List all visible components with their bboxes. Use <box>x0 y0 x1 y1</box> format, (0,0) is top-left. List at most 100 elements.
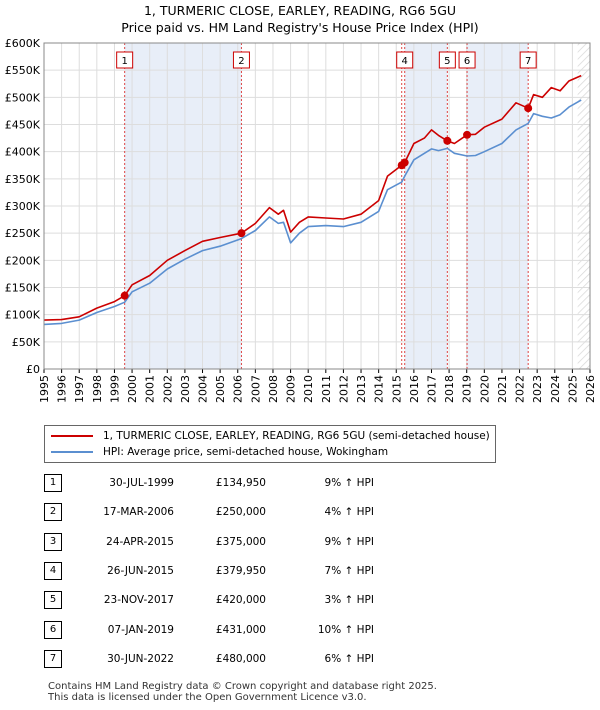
sale-hpi-change: 10% ↑ HPI <box>317 623 374 636</box>
sale-hpi-change: 4% ↑ HPI <box>324 506 374 519</box>
legend-property: 1, TURMERIC CLOSE, EARLEY, READING, RG6 … <box>51 428 490 444</box>
x-tick-label: 1998 <box>91 375 104 403</box>
x-tick-label: 2024 <box>549 375 562 403</box>
sale-point-1 <box>120 291 129 300</box>
y-tick-label: £50K <box>12 336 41 349</box>
sale-price: £420,000 <box>215 594 266 607</box>
sale-price: £375,000 <box>215 535 266 548</box>
x-tick-label: 2010 <box>302 375 315 403</box>
marker-box-2 <box>232 51 250 69</box>
x-tick-label: 2020 <box>478 375 491 403</box>
legend-property-swatch <box>51 435 93 437</box>
x-tick-label: 2023 <box>531 375 544 403</box>
y-tick-label: £250K <box>5 227 41 240</box>
sale-number: 4 <box>44 561 62 580</box>
x-tick-label: 1997 <box>73 375 86 403</box>
sale-price: £379,950 <box>215 564 266 577</box>
x-tick-label: 2006 <box>232 375 245 403</box>
x-tick-label: 2011 <box>320 375 333 403</box>
y-tick-label: £300K <box>5 200 41 213</box>
marker-label-4: 4 <box>402 56 408 67</box>
x-tick-label: 2012 <box>337 375 350 403</box>
legend-property-label: 1, TURMERIC CLOSE, EARLEY, READING, RG6 … <box>103 430 490 442</box>
x-tick-label: 2018 <box>443 375 456 403</box>
sale-price: £134,950 <box>215 477 266 489</box>
sale-number: 5 <box>44 591 62 610</box>
legend: 1, TURMERIC CLOSE, EARLEY, READING, RG6 … <box>44 425 496 463</box>
sale-hpi-change: 7% ↑ HPI <box>324 564 374 577</box>
legend-hpi-swatch <box>51 451 93 453</box>
x-tick-label: 2003 <box>179 375 192 403</box>
marker-box-7 <box>519 51 537 69</box>
sale-hpi-change: 3% ↑ HPI <box>324 594 374 607</box>
marker-box-1 <box>116 51 134 69</box>
marker-label-6: 6 <box>464 56 470 67</box>
marker-box-6 <box>458 51 476 69</box>
marker-label-1: 1 <box>121 56 127 67</box>
hpi-line <box>43 99 582 326</box>
legend-hpi: HPI: Average price, semi-detached house,… <box>51 444 388 460</box>
sale-hpi-change: 9% ↑ HPI <box>324 535 374 548</box>
y-tick-label: £450K <box>5 119 41 132</box>
y-tick-label: £350K <box>5 173 41 186</box>
sale-number: 3 <box>44 532 62 551</box>
x-tick-label: 2000 <box>126 375 139 403</box>
x-tick-label: 2013 <box>355 375 368 403</box>
y-tick-label: £0 <box>26 363 40 376</box>
y-tick-label: £400K <box>5 146 41 159</box>
x-tick-label: 2005 <box>214 375 227 403</box>
sale-row: 2 17-MAR-2006 £250,000 4% ↑ HPI <box>44 503 584 522</box>
footer-licence: This data is licensed under the Open Gov… <box>48 692 367 703</box>
price-chart: £0 £50K £100K £150K £200K £250K £300K £350K £400… <box>5 37 597 403</box>
sale-date: 23-NOV-2017 <box>103 594 174 607</box>
sale-point-2 <box>237 229 246 238</box>
x-tick-label: 2016 <box>408 375 421 403</box>
marker-box-5 <box>438 51 456 69</box>
y-tick-label: £550K <box>5 64 41 77</box>
sale-number: 7 <box>44 649 62 668</box>
footer: Contains HM Land Registry data © Crown c… <box>48 681 437 703</box>
sale-date: 07-JAN-2019 <box>107 623 174 636</box>
y-tick-label: £500K <box>5 91 41 104</box>
y-tick-label: £200K <box>5 254 41 267</box>
x-tick-label: 2014 <box>373 375 386 403</box>
marker-label-7: 7 <box>525 56 531 67</box>
x-tick-label: 2007 <box>249 375 262 403</box>
marker-box-4 <box>396 51 414 69</box>
marker-label-5: 5 <box>444 56 450 67</box>
sale-hpi-change: 9% ↑ HPI <box>324 477 374 489</box>
sale-row: 6 07-JAN-2019 £431,000 10% ↑ HPI <box>44 620 584 639</box>
x-tick-label: 2001 <box>144 375 157 403</box>
x-tick-label: 2015 <box>390 375 403 403</box>
x-tick-label: 1996 <box>56 375 69 403</box>
y-tick-label: £150K <box>5 282 41 295</box>
x-tick-label: 2022 <box>514 375 527 403</box>
marker-label-2: 2 <box>238 56 244 67</box>
x-tick-label: 1995 <box>38 375 51 403</box>
sale-point-5 <box>443 136 452 145</box>
sale-row: 3 24-APR-2015 £375,000 9% ↑ HPI <box>44 532 584 551</box>
sale-point-6 <box>463 130 472 139</box>
sale-number: 1 <box>44 474 62 492</box>
chart-subtitle: Price paid vs. HM Land Registry's House … <box>121 20 479 35</box>
plot-frame <box>43 42 591 370</box>
x-tick-label: 2025 <box>566 375 579 403</box>
chart-title: 1, TURMERIC CLOSE, EARLEY, READING, RG6 … <box>143 3 457 18</box>
property-line <box>43 74 582 321</box>
x-tick-label: 1999 <box>108 375 121 403</box>
x-tick-label: 2004 <box>197 375 210 403</box>
sale-point-4 <box>400 158 409 167</box>
sale-row: 1 30-JUL-1999 £134,950 9% ↑ HPI <box>44 474 584 492</box>
sale-date: 30-JUN-2022 <box>107 652 174 665</box>
x-tick-label: 2026 <box>584 375 597 403</box>
sale-row: 4 26-JUN-2015 £379,950 7% ↑ HPI <box>44 561 584 580</box>
sale-date: 26-JUN-2015 <box>107 564 174 577</box>
sale-price: £480,000 <box>215 652 266 665</box>
sale-row: 5 23-NOV-2017 £420,000 3% ↑ HPI <box>44 591 584 610</box>
sale-number: 6 <box>44 620 62 639</box>
sale-row: 7 30-JUN-2022 £480,000 6% ↑ HPI <box>44 649 584 668</box>
sale-number: 2 <box>44 503 62 522</box>
sale-price: £431,000 <box>215 623 266 636</box>
footer-copyright: Contains HM Land Registry data © Crown c… <box>48 681 437 692</box>
y-tick-label: £600K <box>5 37 41 50</box>
